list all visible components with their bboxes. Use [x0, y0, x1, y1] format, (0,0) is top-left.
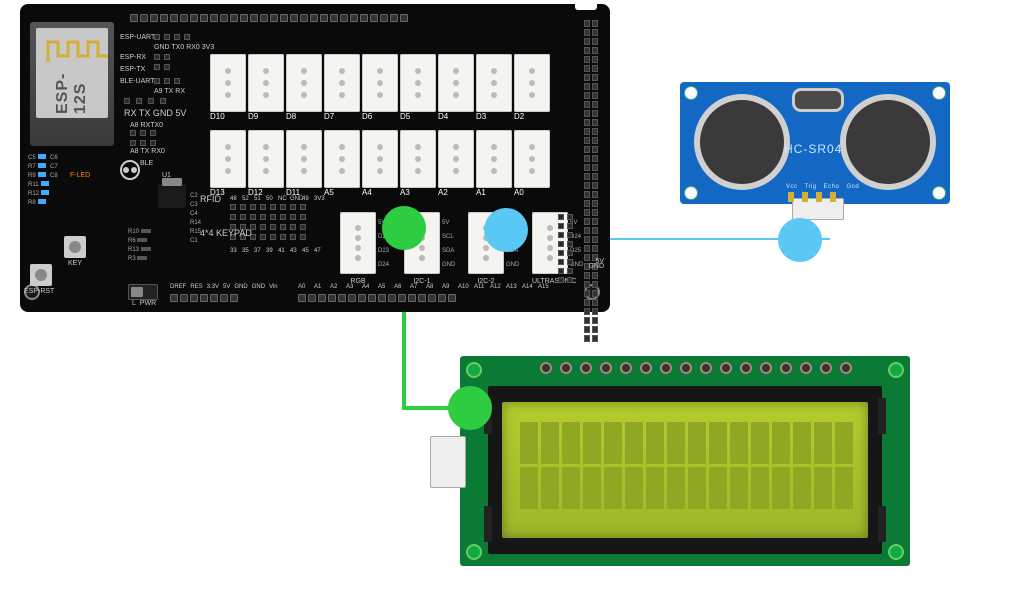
key-button[interactable]: [64, 236, 86, 258]
top-header: [130, 14, 408, 24]
logo-icon: [120, 160, 140, 180]
crystal-icon: [792, 88, 844, 112]
esp-12s-module: ESP-12S: [30, 22, 114, 146]
voltage-regulator: [158, 184, 186, 208]
esp-label: ESP-12S: [54, 60, 90, 114]
node-i2c-board: [382, 206, 426, 250]
lcd-header-pins: [540, 362, 852, 374]
node-ultrasonic-board: [484, 208, 528, 252]
lcd-1602: [460, 356, 910, 566]
lcd-char-grid: [520, 422, 853, 509]
hcsr04-label: HC-SR04: [784, 142, 842, 156]
servo-bank-bot: D13D12D11A5A4A3A2A1A0: [210, 130, 550, 197]
node-i2c-lcd: [448, 386, 492, 430]
ultrasonic-transducer-icon: [840, 94, 936, 190]
right-double-header: [584, 20, 598, 342]
servo-bank-top: D10D9D8D7D6D5D4D3D2: [210, 54, 550, 121]
power-switch[interactable]: [128, 284, 158, 300]
hc-sr04-sensor: HC-SR04 Vcc Trig Echo Gnd: [680, 82, 950, 204]
quad-headers: 5VD22D23D24RGB5VSCLSDAGNDI2C-15VSCLSDAGN…: [340, 212, 568, 274]
arduino-mega-shield: 5V ESP-12S ESP-UART ESP-RX ESP-TX BLE-UA…: [20, 4, 610, 312]
esp-reset-button[interactable]: [30, 264, 52, 286]
node-ultrasonic-sensor: [778, 218, 822, 262]
ultrasonic-transducer-icon: [694, 94, 790, 190]
